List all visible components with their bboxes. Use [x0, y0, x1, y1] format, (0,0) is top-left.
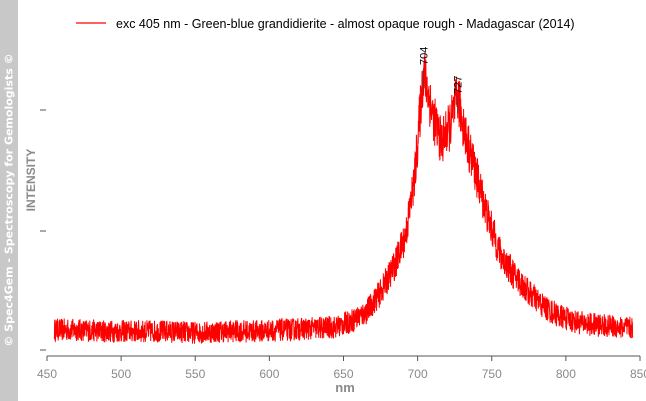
series-line-0 [53, 52, 634, 344]
plot-area [53, 52, 634, 344]
x-tick-label: 600 [259, 367, 279, 381]
x-tick-label: 550 [185, 367, 205, 381]
y-ticks [40, 109, 46, 351]
peak-label: 704 [419, 47, 431, 65]
x-tick-label: 650 [333, 367, 353, 381]
x-tick-label: 450 [37, 367, 57, 381]
x-tick-label: 800 [556, 367, 576, 381]
x-ticks: 450 500 550 600 650 700 750 800 850 [37, 356, 646, 381]
x-tick-label: 500 [111, 367, 131, 381]
peak-label: 727 [453, 76, 465, 94]
x-axis-label: nm [335, 380, 355, 395]
peak-annotations: 704 727 [419, 47, 465, 113]
copyright-sidebar: © Spec4Gem - Spectroscopy for Gemologist… [0, 0, 18, 401]
x-tick-label: 750 [482, 367, 502, 381]
x-tick-label: 850 [630, 367, 646, 381]
legend-label: exc 405 nm - Green-blue grandidierite - … [116, 17, 575, 31]
x-tick-label: 700 [408, 367, 428, 381]
